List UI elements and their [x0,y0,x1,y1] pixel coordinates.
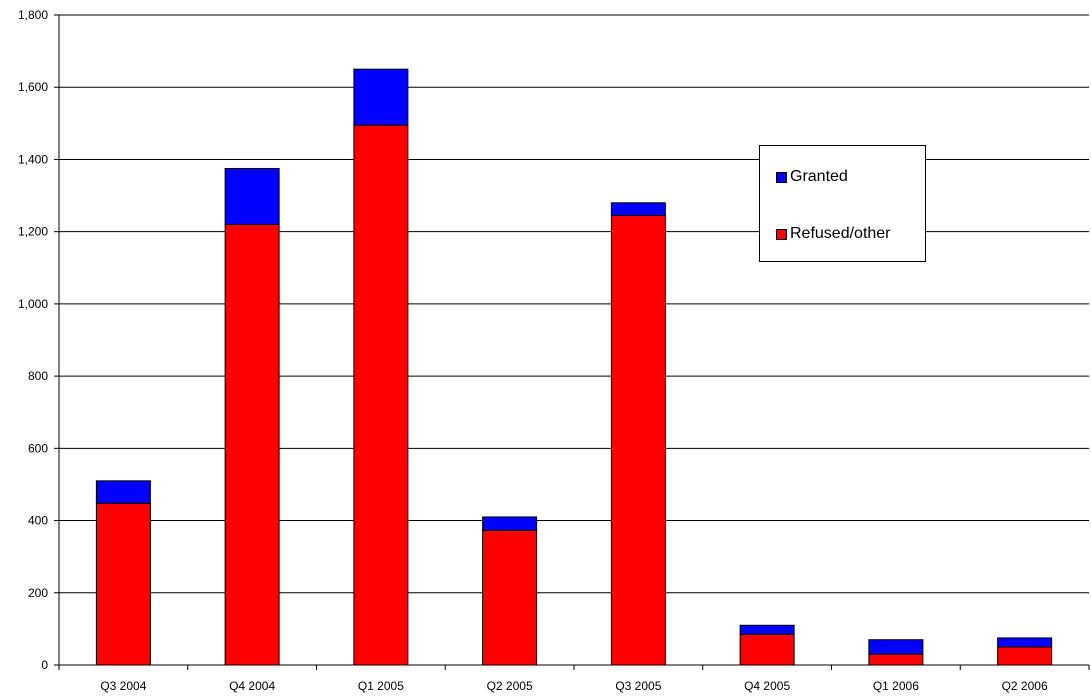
x-tick-label: Q3 2005 [615,679,661,693]
legend-item-refused: Refused/other [776,225,891,243]
bar-refused-other [224,223,280,666]
legend-item-granted: Granted [776,168,848,186]
legend-label-granted: Granted [790,168,848,185]
bar-refused-other [95,502,151,666]
y-tick-label: 400 [28,514,48,528]
legend-swatch-granted [776,171,787,183]
x-tick-label: Q4 2005 [744,679,790,693]
bar-granted [868,639,924,655]
bar-refused-other [610,214,666,666]
bar-granted [610,202,666,216]
x-tick-label: Q2 2006 [1002,679,1048,693]
bar-refused-other [353,124,409,666]
legend: Granted Refused/other [759,145,926,262]
axes [54,14,1090,670]
x-tick-label: Q1 2006 [873,679,919,693]
legend-label-refused: Refused/other [790,225,891,242]
gridlines [59,14,1089,594]
x-tick-label: Q2 2005 [487,679,533,693]
bar-granted [353,68,409,126]
bar-granted [95,480,151,504]
y-tick-label: 1,200 [18,225,48,239]
bar-refused-other [482,529,538,666]
y-tick-label: 800 [28,369,48,383]
x-tick-labels: Q3 2004 Q4 2004 Q1 2005 Q2 2005 Q3 2005 Q4 20… [100,679,1048,693]
y-tick-label: 200 [28,586,48,600]
bar-granted [482,516,538,531]
y-tick-label: 1,800 [18,8,48,22]
bar-refused-other [868,653,924,666]
y-tick-label: 600 [28,441,48,455]
bar-granted [997,637,1053,648]
x-tick-label: Q1 2005 [358,679,404,693]
bar-granted [739,624,795,635]
y-tick-label: 0 [41,658,48,672]
bar-granted [224,167,280,225]
y-tick-labels: 0 200 400 600 800 1,000 1,200 1,400 1,600 1,800 [18,8,48,672]
y-tick-label: 1,400 [18,152,48,166]
bars [95,68,1053,666]
bar-refused-other [739,633,795,666]
y-tick-label: 1,600 [18,80,48,94]
x-tick-label: Q3 2004 [100,679,146,693]
x-tick-label: Q4 2004 [229,679,275,693]
bar-refused-other [997,646,1053,666]
legend-swatch-refused [776,228,787,240]
y-tick-label: 1,000 [18,297,48,311]
